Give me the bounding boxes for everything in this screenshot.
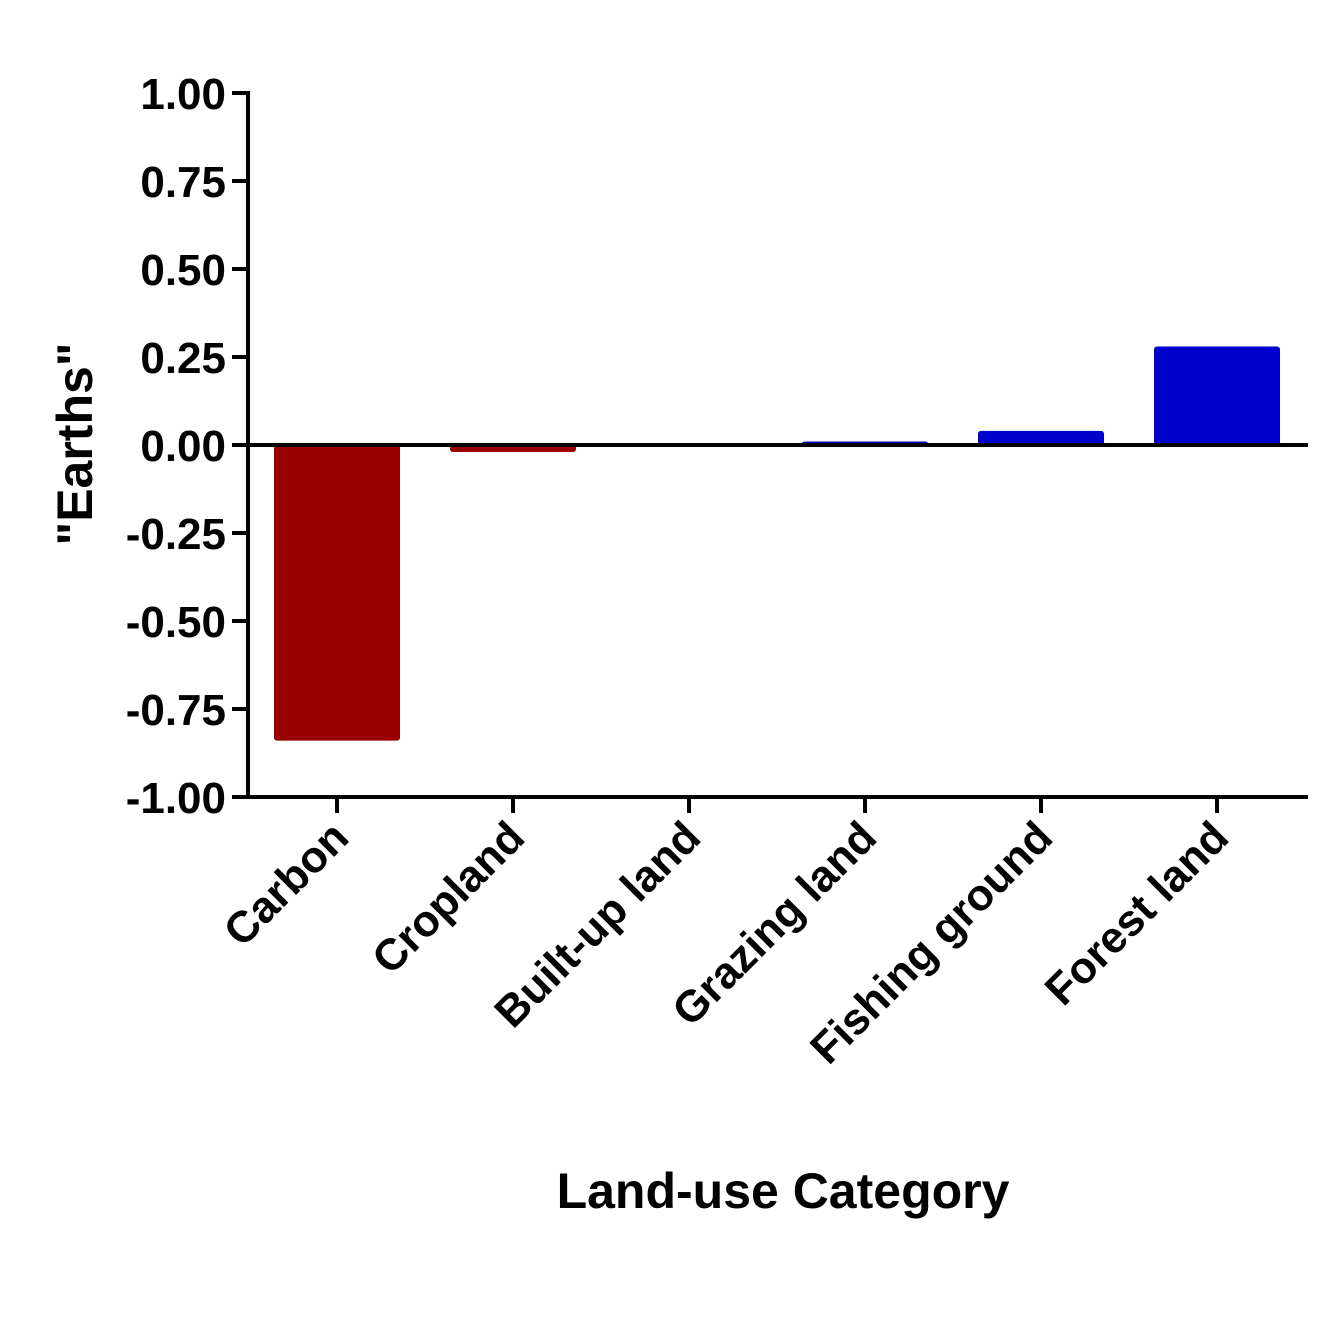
y-tick-label: -1.00 (126, 774, 226, 823)
y-tick-label: 0.75 (140, 158, 226, 207)
x-tick-label: Cropland (363, 812, 534, 983)
axes-group (246, 91, 1308, 799)
x-tick-label: Carbon (215, 812, 359, 956)
y-axis-title: "Earths" (47, 342, 103, 545)
y-tick-label: -0.50 (126, 598, 226, 647)
x-axis-title: Land-use Category (557, 1163, 1010, 1219)
y-tick-label: 0.25 (140, 334, 226, 383)
bar-forest-land (1154, 346, 1280, 445)
y-tick-label: 0.50 (140, 246, 226, 295)
bars-group (274, 346, 1280, 741)
y-tick-label: -0.75 (126, 686, 226, 735)
y-tick-label: -0.25 (126, 510, 226, 559)
y-ticks-group: 1.00 0.75 0.50 0.25 0.00 -0.25 -0.50 -0.75 -1.00 (126, 70, 248, 823)
bar-carbon (274, 445, 400, 741)
y-tick-label: 0.00 (140, 422, 226, 471)
x-tick-label: Forest land (1036, 812, 1238, 1014)
bar-fishing-ground (978, 430, 1104, 445)
y-tick-label: 1.00 (140, 70, 226, 119)
